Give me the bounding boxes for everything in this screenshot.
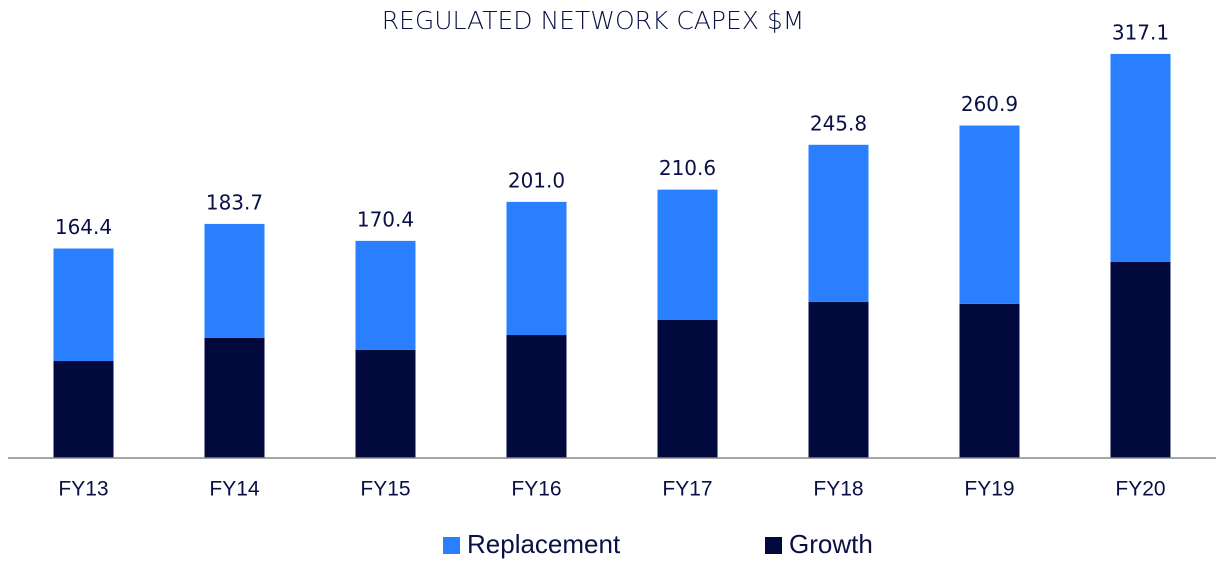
bar-segment [657, 189, 718, 320]
legend-label: Growth [789, 529, 873, 559]
total-label: 210.6 [659, 156, 716, 180]
bar-segment [53, 248, 114, 362]
bar-segment [204, 337, 265, 458]
x-tick-label: FY20 [1115, 478, 1165, 501]
bar-segment [808, 144, 869, 303]
bar-segment [808, 302, 869, 458]
total-label: 317.1 [1112, 20, 1169, 44]
bar-segment [959, 125, 1020, 304]
legend-swatch [443, 537, 460, 554]
x-tick-label: FY14 [209, 478, 260, 501]
legend-label: Replacement [467, 529, 621, 559]
x-tick-label: FY16 [511, 478, 561, 501]
legend-swatch [765, 537, 782, 554]
x-tick-label: FY17 [662, 478, 712, 501]
total-label: 164.4 [55, 215, 112, 239]
bar-segment [53, 361, 114, 458]
chart-title: REGULATED NETWORK CAPEX $M [382, 6, 805, 35]
bar-segment [959, 303, 1020, 458]
total-label: 170.4 [357, 207, 414, 231]
x-tick-label: FY15 [360, 478, 410, 501]
bar-segment [506, 335, 567, 458]
total-label: 245.8 [810, 111, 867, 135]
x-tick-label: FY19 [964, 478, 1014, 501]
bar-segment [1110, 53, 1171, 263]
total-label: 201.0 [508, 168, 565, 192]
total-label: 260.9 [961, 92, 1018, 116]
total-label: 183.7 [206, 190, 263, 214]
bar-segment [355, 349, 416, 458]
x-tick-label: FY13 [58, 478, 108, 501]
bar-segment [355, 240, 416, 350]
bar-segment [1110, 262, 1171, 458]
x-tick-label: FY18 [813, 478, 863, 501]
bar-segment [657, 319, 718, 458]
bar-segment [506, 201, 567, 336]
bar-segment [204, 223, 265, 338]
